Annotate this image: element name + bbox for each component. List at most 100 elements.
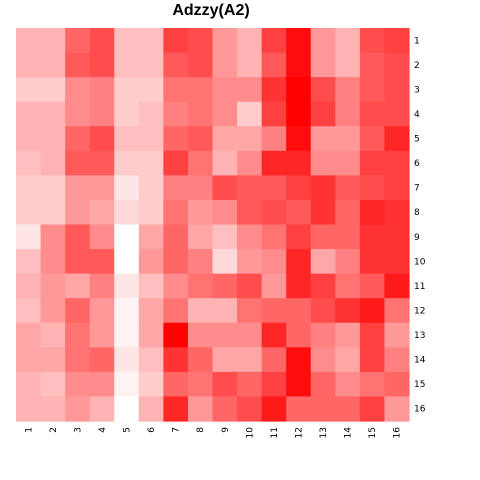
heatmap-cell-r7-c15	[359, 175, 386, 201]
heatmap-cell-r10-c7	[163, 249, 189, 275]
heatmap-cell-r15-c15	[359, 371, 386, 398]
heatmap-cell-r1-c16	[384, 28, 410, 54]
heatmap-cell-r4-c16	[384, 101, 410, 127]
heatmap-cell-r5-c13	[310, 126, 336, 152]
heatmap-cell-r2-c5	[114, 52, 140, 78]
heatmap-cell-r15-c1	[16, 371, 42, 398]
heatmap-cell-r1-c6	[138, 28, 164, 54]
heatmap-cell-r11-c16	[384, 273, 410, 299]
heatmap-cell-r4-c14	[335, 101, 361, 127]
heatmap-cell-r16-c2	[40, 396, 66, 422]
heatmap-cell-r8-c13	[310, 199, 336, 226]
heatmap-cell-r2-c3	[65, 52, 91, 78]
y-tick-label: 6	[414, 159, 420, 169]
heatmap-cell-r12-c10	[237, 298, 263, 324]
heatmap-cell-r12-c2	[40, 298, 66, 324]
heatmap-cell-r3-c1	[16, 77, 42, 103]
heatmap-cell-r13-c16	[384, 322, 410, 348]
heatmap-cell-r13-c7	[163, 322, 189, 348]
heatmap-cell-r12-c9	[212, 298, 238, 324]
x-tick-label: 1	[24, 427, 34, 433]
heatmap-cell-r3-c9	[212, 77, 238, 103]
heatmap-cell-r11-c7	[163, 273, 189, 299]
heatmap-cell-r2-c4	[89, 52, 115, 78]
heatmap-cell-r10-c8	[187, 249, 214, 275]
x-tick-label: 4	[98, 427, 108, 433]
heatmap-cell-r6-c6	[138, 150, 164, 176]
heatmap-cell-r8-c6	[138, 199, 164, 226]
heatmap-cell-r9-c16	[384, 224, 410, 250]
heatmap-cell-r5-c3	[65, 126, 91, 152]
heatmap-cell-r1-c3	[65, 28, 91, 54]
heatmap-cell-r13-c8	[187, 322, 214, 348]
heatmap-cell-r9-c11	[261, 224, 287, 250]
heatmap-cell-r14-c1	[16, 347, 42, 373]
heatmap-cell-r7-c8	[187, 175, 214, 201]
heatmap-cell-r12-c5	[114, 298, 140, 324]
y-tick-label: 8	[414, 208, 420, 218]
heatmap-cell-r2-c16	[384, 52, 410, 78]
heatmap-cell-r14-c16	[384, 347, 410, 373]
heatmap-cell-r2-c15	[359, 52, 386, 78]
heatmap-cell-r8-c1	[16, 199, 42, 226]
heatmap-cell-r11-c2	[40, 273, 66, 299]
heatmap-cell-r4-c2	[40, 101, 66, 127]
heatmap-cell-r8-c11	[261, 199, 287, 226]
heatmap-cell-r6-c13	[310, 150, 336, 176]
heatmap-cell-r16-c12	[286, 396, 312, 422]
heatmap-cell-r16-c14	[335, 396, 361, 422]
y-tick-label: 9	[414, 233, 420, 243]
heatmap-cell-r9-c13	[310, 224, 336, 250]
heatmap-cell-r12-c6	[138, 298, 164, 324]
heatmap-cell-r14-c9	[212, 347, 238, 373]
heatmap-cell-r14-c13	[310, 347, 336, 373]
heatmap-cell-r16-c8	[187, 396, 214, 422]
heatmap-cell-r11-c8	[187, 273, 214, 299]
heatmap-cell-r16-c4	[89, 396, 115, 422]
heatmap-cell-r12-c15	[359, 298, 386, 324]
heatmap-cell-r15-c7	[163, 371, 189, 398]
heatmap-cell-r8-c8	[187, 199, 214, 226]
heatmap-cell-r15-c9	[212, 371, 238, 398]
heatmap-cell-r16-c6	[138, 396, 164, 422]
heatmap-cell-r11-c10	[237, 273, 263, 299]
heatmap-cell-r14-c8	[187, 347, 214, 373]
heatmap-cell-r14-c10	[237, 347, 263, 373]
heatmap-cell-r3-c8	[187, 77, 214, 103]
heatmap-cell-r3-c13	[310, 77, 336, 103]
heatmap-cell-r8-c10	[237, 199, 263, 226]
heatmap-cell-r13-c4	[89, 322, 115, 348]
heatmap-cell-r9-c9	[212, 224, 238, 250]
heatmap-cell-r6-c5	[114, 150, 140, 176]
heatmap-cell-r4-c6	[138, 101, 164, 127]
heatmap-cell-r13-c5	[114, 322, 140, 348]
heatmap-cell-r9-c3	[65, 224, 91, 250]
heatmap-cell-r8-c7	[163, 199, 189, 226]
heatmap-cell-r9-c1	[16, 224, 42, 250]
heatmap-cell-r10-c14	[335, 249, 361, 275]
heatmap-cell-r12-c13	[310, 298, 336, 324]
heatmap-cell-r9-c5	[114, 224, 140, 250]
heatmap-cell-r10-c9	[212, 249, 238, 275]
heatmap-cell-r8-c2	[40, 199, 66, 226]
heatmap-cell-r1-c13	[310, 28, 336, 54]
y-tick-label: 2	[414, 61, 420, 71]
heatmap-cell-r4-c8	[187, 101, 214, 127]
heatmap-cell-r4-c3	[65, 101, 91, 127]
heatmap-cell-r5-c6	[138, 126, 164, 152]
heatmap-cell-r12-c3	[65, 298, 91, 324]
x-tick-labels: 1 2 3 4 5 6 7 8 9 10 11 12 13 14 15 16	[24, 427, 402, 439]
heatmap-cell-r6-c12	[286, 150, 312, 176]
heatmap-cell-r4-c1	[16, 101, 42, 127]
heatmap-cell-r5-c7	[163, 126, 189, 152]
heatmap-cell-r16-c13	[310, 396, 336, 422]
heatmap-cell-r2-c6	[138, 52, 164, 78]
heatmap-cell-r16-c11	[261, 396, 287, 422]
heatmap-cell-r4-c12	[286, 101, 312, 127]
heatmap-cell-r2-c11	[261, 52, 287, 78]
y-tick-label: 1	[414, 36, 420, 46]
heatmap-cell-r13-c10	[237, 322, 263, 348]
heatmap-cell-r10-c10	[237, 249, 263, 275]
heatmap-cell-r11-c15	[359, 273, 386, 299]
heatmap-cell-r3-c10	[237, 77, 263, 103]
